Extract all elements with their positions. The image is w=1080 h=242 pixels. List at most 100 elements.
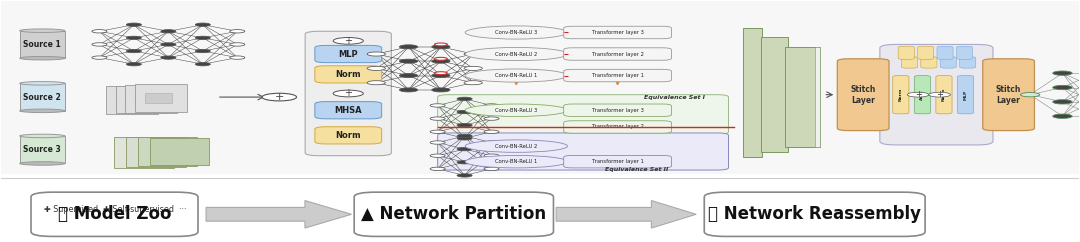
Text: Source 3: Source 3	[24, 145, 62, 154]
FancyBboxPatch shape	[116, 95, 143, 105]
Circle shape	[400, 88, 418, 92]
Circle shape	[457, 110, 472, 114]
FancyBboxPatch shape	[19, 83, 65, 111]
FancyBboxPatch shape	[138, 137, 198, 166]
Circle shape	[195, 23, 211, 26]
FancyBboxPatch shape	[784, 47, 820, 147]
FancyBboxPatch shape	[315, 45, 381, 63]
FancyBboxPatch shape	[564, 104, 672, 116]
Circle shape	[432, 74, 450, 78]
Circle shape	[430, 130, 445, 133]
FancyBboxPatch shape	[893, 76, 909, 114]
FancyBboxPatch shape	[564, 48, 672, 60]
Text: ✚ Supervised  ✚ Self-supervised  ···: ✚ Supervised ✚ Self-supervised ···	[44, 205, 187, 214]
Text: +: +	[915, 90, 921, 99]
Text: Equivalence Set I: Equivalence Set I	[644, 95, 705, 100]
Circle shape	[464, 52, 483, 56]
Polygon shape	[556, 201, 697, 228]
Circle shape	[1053, 100, 1072, 104]
Circle shape	[126, 36, 141, 39]
Text: Transformer layer 2: Transformer layer 2	[592, 52, 644, 57]
Circle shape	[430, 117, 445, 120]
Ellipse shape	[465, 26, 567, 39]
FancyBboxPatch shape	[31, 192, 198, 236]
Circle shape	[430, 141, 445, 144]
Ellipse shape	[465, 47, 567, 60]
FancyBboxPatch shape	[315, 102, 381, 119]
FancyBboxPatch shape	[743, 28, 761, 157]
Circle shape	[195, 62, 211, 66]
Text: Equivalence Set II: Equivalence Set II	[605, 167, 669, 172]
Circle shape	[484, 154, 499, 157]
Circle shape	[92, 30, 107, 33]
FancyBboxPatch shape	[564, 69, 672, 82]
FancyBboxPatch shape	[106, 86, 158, 114]
Circle shape	[457, 123, 472, 127]
Ellipse shape	[19, 134, 65, 138]
Circle shape	[126, 49, 141, 53]
FancyBboxPatch shape	[19, 136, 65, 163]
Ellipse shape	[19, 56, 65, 60]
Circle shape	[230, 30, 245, 33]
FancyBboxPatch shape	[760, 37, 787, 152]
FancyBboxPatch shape	[921, 57, 937, 68]
Circle shape	[92, 56, 107, 59]
FancyBboxPatch shape	[564, 155, 672, 168]
Circle shape	[457, 134, 472, 138]
Ellipse shape	[465, 69, 567, 82]
Text: Source 2: Source 2	[24, 93, 62, 102]
FancyBboxPatch shape	[437, 133, 729, 170]
FancyBboxPatch shape	[116, 86, 167, 113]
Text: Transformer layer 3: Transformer layer 3	[592, 108, 644, 113]
FancyBboxPatch shape	[135, 84, 187, 112]
FancyBboxPatch shape	[902, 57, 918, 68]
Text: MHSA: MHSA	[335, 106, 362, 115]
FancyBboxPatch shape	[814, 47, 820, 147]
Circle shape	[432, 59, 450, 63]
Circle shape	[230, 43, 245, 46]
Circle shape	[126, 23, 141, 26]
Circle shape	[367, 52, 386, 56]
Ellipse shape	[19, 109, 65, 113]
FancyBboxPatch shape	[918, 46, 934, 59]
Circle shape	[430, 104, 445, 107]
Circle shape	[484, 141, 499, 144]
Text: Source 1: Source 1	[24, 40, 62, 49]
Text: ▲ Network Partition: ▲ Network Partition	[361, 205, 546, 223]
Circle shape	[195, 49, 211, 53]
Circle shape	[400, 59, 418, 63]
Text: 🛠 Network Reassembly: 🛠 Network Reassembly	[708, 205, 921, 223]
Circle shape	[367, 81, 386, 85]
Ellipse shape	[465, 104, 567, 116]
Ellipse shape	[465, 140, 567, 152]
Text: Norm: Norm	[336, 131, 361, 140]
Circle shape	[432, 88, 450, 92]
Text: +: +	[936, 90, 943, 99]
FancyBboxPatch shape	[354, 192, 553, 236]
Ellipse shape	[19, 82, 65, 85]
FancyBboxPatch shape	[837, 59, 889, 131]
Circle shape	[464, 66, 483, 70]
FancyBboxPatch shape	[114, 136, 174, 168]
Circle shape	[367, 66, 386, 70]
Circle shape	[1021, 92, 1040, 97]
Text: MLP: MLP	[338, 50, 359, 59]
FancyBboxPatch shape	[315, 127, 381, 144]
Circle shape	[400, 45, 418, 49]
Circle shape	[457, 174, 472, 177]
Circle shape	[161, 56, 176, 59]
Circle shape	[432, 45, 450, 49]
Text: +: +	[345, 36, 352, 46]
Circle shape	[1053, 114, 1072, 118]
Text: Conv-BN-ReLU 2: Conv-BN-ReLU 2	[495, 52, 538, 57]
Circle shape	[333, 38, 363, 44]
Text: Attn: Attn	[920, 90, 924, 100]
FancyBboxPatch shape	[915, 76, 931, 114]
Circle shape	[161, 43, 176, 46]
FancyBboxPatch shape	[19, 31, 65, 58]
FancyBboxPatch shape	[1, 1, 1079, 174]
FancyBboxPatch shape	[150, 138, 210, 165]
Text: Conv-BN-ReLU 2: Conv-BN-ReLU 2	[495, 144, 538, 149]
Circle shape	[484, 167, 499, 171]
Circle shape	[434, 57, 447, 60]
